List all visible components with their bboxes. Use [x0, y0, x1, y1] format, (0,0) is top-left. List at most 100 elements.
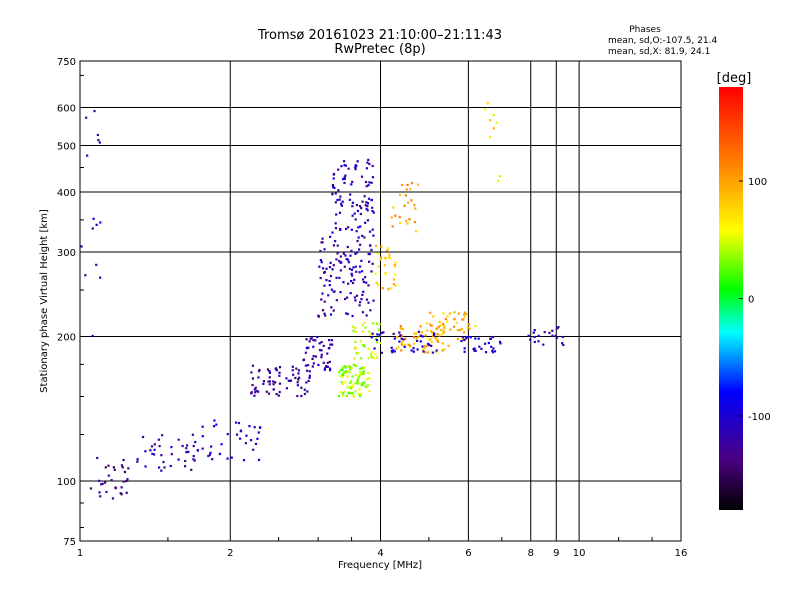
colorbar-label: [deg]	[717, 71, 752, 86]
data-point	[287, 379, 290, 382]
data-point	[365, 185, 368, 188]
data-point	[367, 357, 370, 360]
data-point	[192, 444, 195, 448]
data-point	[185, 447, 188, 450]
data-point	[325, 364, 328, 368]
data-point	[345, 394, 348, 398]
data-point	[361, 200, 364, 203]
data-point	[367, 347, 370, 350]
data-point	[356, 378, 359, 381]
data-point	[434, 336, 437, 340]
data-point	[453, 325, 456, 328]
data-point	[356, 239, 359, 243]
data-point	[440, 333, 444, 336]
data-point	[477, 337, 480, 340]
data-point	[111, 497, 115, 500]
data-point	[427, 351, 430, 354]
data-point	[358, 265, 362, 268]
data-point	[412, 332, 416, 335]
chart-title: Tromsø 20161023 21:10:00–21:11:43	[257, 28, 502, 43]
data-point	[272, 388, 275, 391]
data-point	[361, 234, 364, 237]
data-point	[278, 366, 282, 369]
data-point	[443, 326, 446, 330]
data-point	[105, 490, 108, 494]
data-point	[362, 372, 365, 375]
x-tick-label: 2	[227, 548, 233, 559]
data-point	[465, 312, 468, 316]
data-point	[324, 314, 327, 317]
data-point	[460, 339, 463, 343]
data-point	[363, 366, 366, 369]
data-point	[556, 327, 559, 330]
data-point	[312, 355, 315, 358]
data-point	[468, 323, 471, 326]
data-point	[437, 340, 440, 343]
data-point	[377, 265, 380, 268]
data-point	[410, 181, 414, 185]
data-point	[354, 326, 357, 330]
data-point	[394, 284, 397, 287]
data-point	[432, 315, 435, 318]
data-point	[323, 248, 326, 251]
data-point	[367, 371, 370, 375]
data-point	[392, 332, 395, 335]
data-point	[190, 468, 193, 471]
data-point	[421, 345, 424, 348]
data-point	[430, 340, 433, 343]
data-point	[527, 334, 530, 337]
data-point	[492, 127, 495, 130]
colorbar-tick-label: 0	[748, 295, 754, 306]
data-point	[367, 260, 371, 263]
data-point	[371, 176, 375, 179]
data-point	[337, 168, 340, 171]
data-point	[360, 357, 363, 360]
data-point	[404, 194, 408, 197]
data-point	[370, 248, 373, 252]
data-point	[320, 261, 323, 264]
data-point	[441, 349, 444, 352]
data-point	[474, 349, 477, 352]
data-point	[393, 263, 397, 266]
data-point	[361, 293, 364, 297]
data-point	[351, 325, 355, 328]
data-point	[153, 443, 156, 446]
data-point	[358, 205, 362, 208]
data-point	[354, 364, 358, 367]
data-point	[330, 339, 334, 342]
data-point	[334, 192, 337, 195]
data-point	[360, 259, 363, 262]
data-point	[296, 394, 299, 398]
data-point	[254, 442, 258, 446]
data-point	[397, 346, 400, 349]
data-point	[363, 236, 366, 239]
data-point	[353, 296, 357, 299]
data-point	[239, 429, 243, 432]
data-point	[357, 376, 360, 379]
data-point	[362, 280, 366, 284]
data-point	[338, 259, 341, 263]
data-point	[358, 304, 361, 307]
data-point	[369, 333, 372, 336]
data-point	[361, 324, 364, 327]
data-point	[268, 376, 271, 379]
data-point	[457, 312, 460, 315]
data-point	[379, 341, 382, 345]
data-point	[331, 231, 334, 234]
data-point	[321, 267, 325, 270]
data-point	[328, 279, 331, 283]
data-point	[430, 324, 433, 327]
data-point	[434, 350, 438, 353]
data-point	[332, 172, 336, 176]
data-point	[97, 138, 100, 142]
data-point	[529, 338, 532, 341]
data-point	[371, 332, 374, 335]
data-point	[272, 383, 275, 386]
data-point	[354, 164, 357, 167]
y-tick-label: 75	[63, 537, 76, 548]
data-point	[347, 261, 350, 264]
data-point	[351, 214, 354, 217]
data-point	[351, 314, 354, 318]
data-point	[238, 437, 242, 440]
data-point	[329, 261, 332, 264]
